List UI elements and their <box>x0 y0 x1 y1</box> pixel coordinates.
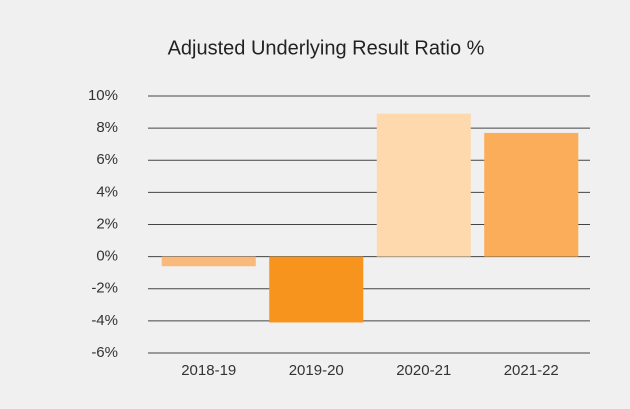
y-tick-label: 8% <box>96 119 118 136</box>
bar <box>484 132 579 257</box>
chart-title: Adjusted Underlying Result Ratio % <box>168 37 485 59</box>
bar <box>161 256 256 267</box>
y-tick-label: -2% <box>91 280 118 297</box>
bar <box>376 113 471 257</box>
y-tick-label: 4% <box>96 183 118 200</box>
y-tick-label: 0% <box>96 248 118 265</box>
y-tick-label: 10% <box>88 87 118 104</box>
y-tick-label: -4% <box>91 312 118 329</box>
x-tick-label: 2020-21 <box>396 362 451 379</box>
y-tick-label: 6% <box>96 151 118 168</box>
x-tick-label: 2021-22 <box>504 362 559 379</box>
y-tick-label: 2% <box>96 215 118 232</box>
bar <box>269 256 364 323</box>
x-tick-label: 2019-20 <box>289 362 344 379</box>
x-tick-label: 2018-19 <box>181 362 236 379</box>
y-tick-label: -6% <box>91 344 118 361</box>
